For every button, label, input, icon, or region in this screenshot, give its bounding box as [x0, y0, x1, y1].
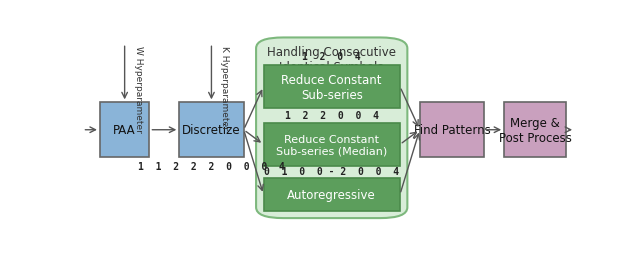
Text: 0  1  0  0 - 2  0  0  4: 0 1 0 0 - 2 0 0 4	[264, 166, 399, 176]
Text: Discretize: Discretize	[182, 124, 241, 137]
Text: Find Patterns: Find Patterns	[413, 124, 490, 137]
FancyBboxPatch shape	[264, 178, 400, 211]
Text: PAA: PAA	[113, 124, 136, 137]
Text: W Hyperparameter: W Hyperparameter	[134, 46, 143, 133]
Text: 1  2  0  4: 1 2 0 4	[302, 52, 361, 62]
Text: Handling Consecutive
Identical Symbols: Handling Consecutive Identical Symbols	[268, 46, 396, 74]
FancyBboxPatch shape	[100, 103, 150, 157]
FancyBboxPatch shape	[256, 38, 407, 218]
Text: 1  2  2  0  0  4: 1 2 2 0 0 4	[285, 110, 379, 120]
Text: Reduce Constant
Sub-series: Reduce Constant Sub-series	[282, 73, 382, 101]
Text: Merge &
Post Process: Merge & Post Process	[499, 116, 572, 144]
FancyBboxPatch shape	[420, 103, 484, 157]
FancyBboxPatch shape	[264, 66, 400, 109]
Text: Autoregressive: Autoregressive	[287, 188, 376, 201]
FancyBboxPatch shape	[504, 103, 566, 157]
FancyBboxPatch shape	[179, 103, 244, 157]
Text: K Hyperparameter: K Hyperparameter	[220, 46, 229, 130]
Text: Reduce Constant
Sub-series (Median): Reduce Constant Sub-series (Median)	[276, 134, 387, 156]
Text: 1  1  2  2  2  0  0  0  4: 1 1 2 2 2 0 0 0 4	[138, 162, 285, 171]
FancyBboxPatch shape	[264, 123, 400, 166]
